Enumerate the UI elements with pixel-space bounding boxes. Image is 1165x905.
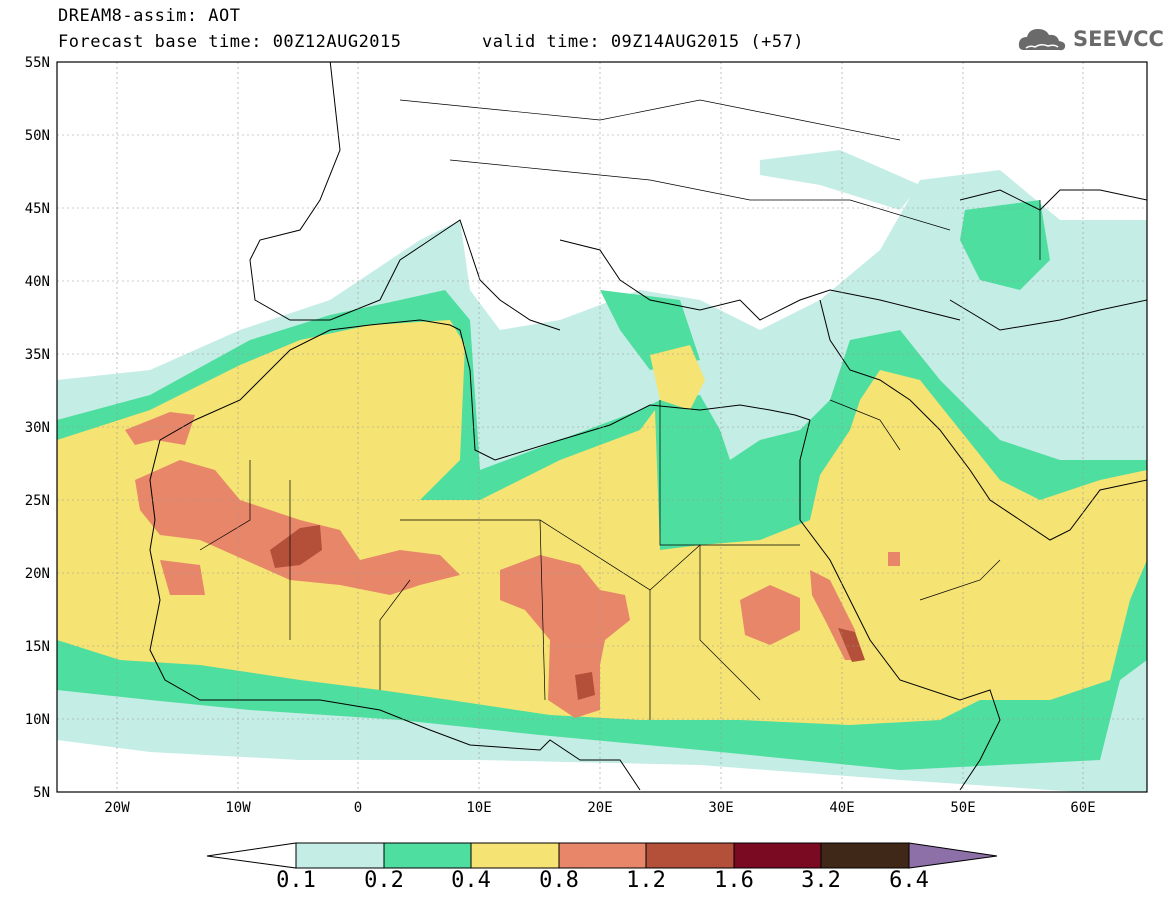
aot-field-0.8d: [500, 555, 630, 718]
colorbar-label-5: 1.2: [626, 868, 666, 893]
lat-label-50n: 50N: [25, 128, 50, 144]
aot-field-0.8b: [135, 460, 460, 595]
aot-field-1.2c: [838, 628, 865, 662]
colorbar-segment-3: [470, 842, 560, 869]
aot-field-0.8g: [888, 552, 900, 566]
coastlines: [149, 62, 1147, 791]
aot-field-0.8e: [740, 585, 800, 645]
aot-field-0.2b: [960, 200, 1050, 290]
lon-label-50e: 50E: [950, 800, 975, 816]
lat-label-55n: 55N: [25, 55, 50, 71]
lat-labels: 55N 50N 45N 40N 35N 30N 25N 20N 15N 10N …: [25, 55, 50, 801]
colorbar-label-3: 0.4: [451, 868, 491, 893]
lon-label-30e: 30E: [708, 800, 733, 816]
aot-field-0.4: [57, 320, 1147, 725]
colorbar-label-1: 0.1: [276, 868, 316, 893]
aot-field-0.1b: [760, 150, 920, 210]
colorbar-segment-1: [295, 842, 385, 869]
chart-title: DREAM8-assim: AOT: [58, 6, 241, 26]
lat-label-20n: 20N: [25, 566, 50, 582]
logo-text: SEEVCCC: [1073, 27, 1165, 51]
aot-field-0.8c: [160, 560, 205, 595]
lat-label-5n: 5N: [33, 785, 50, 801]
map-frame: [56, 61, 1148, 793]
lat-label-35n: 35N: [25, 347, 50, 363]
lon-label-40e: 40E: [829, 800, 854, 816]
colorbar-segment-7: [820, 842, 910, 869]
colorbar-segment-4: [558, 842, 647, 869]
aot-field-0.4b: [650, 345, 705, 410]
forecast-base-time: Forecast base time: 00Z12AUG2015: [58, 32, 402, 52]
lon-label-20e: 20E: [587, 800, 612, 816]
lon-label-20w: 20W: [104, 800, 130, 816]
colorbar-label-6: 1.6: [714, 868, 754, 893]
aot-field-1.2b: [575, 672, 595, 700]
colorbar-segment-5: [645, 842, 735, 869]
lat-label-30n: 30N: [25, 420, 50, 436]
colorbar-label-2: 0.2: [364, 868, 404, 893]
lon-label-10w: 10W: [225, 800, 251, 816]
colorbar-segment-2: [383, 842, 472, 869]
lat-label-25n: 25N: [25, 493, 50, 509]
aot-field-0.8a: [125, 412, 195, 445]
lat-label-40n: 40N: [25, 274, 50, 290]
lon-labels: 20W 10W 0 10E 20E 30E 40E 50E 60E: [104, 800, 1095, 816]
valid-time: valid time: 09Z14AUG2015 (+57): [482, 32, 805, 52]
lat-label-45n: 45N: [25, 201, 50, 217]
colorbar-segment-6: [733, 842, 822, 869]
colorbar-low-arrow: [206, 842, 297, 869]
colorbar-high-arrow: [908, 842, 998, 869]
gridlines: [57, 62, 1147, 792]
lon-label-0: 0: [354, 800, 362, 816]
lat-label-10n: 10N: [25, 712, 50, 728]
colorbar-label-4: 0.8: [539, 868, 579, 893]
colorbar-label-8: 6.4: [889, 868, 929, 893]
colorbar: [206, 842, 998, 869]
aot-field-1.2a: [270, 525, 322, 568]
colorbar-label-7: 3.2: [801, 868, 841, 893]
lon-label-60e: 60E: [1070, 800, 1095, 816]
lat-label-15n: 15N: [25, 639, 50, 655]
lon-label-10e: 10E: [466, 800, 491, 816]
borders: [199, 99, 1041, 720]
cloud-icon: [1018, 29, 1066, 51]
